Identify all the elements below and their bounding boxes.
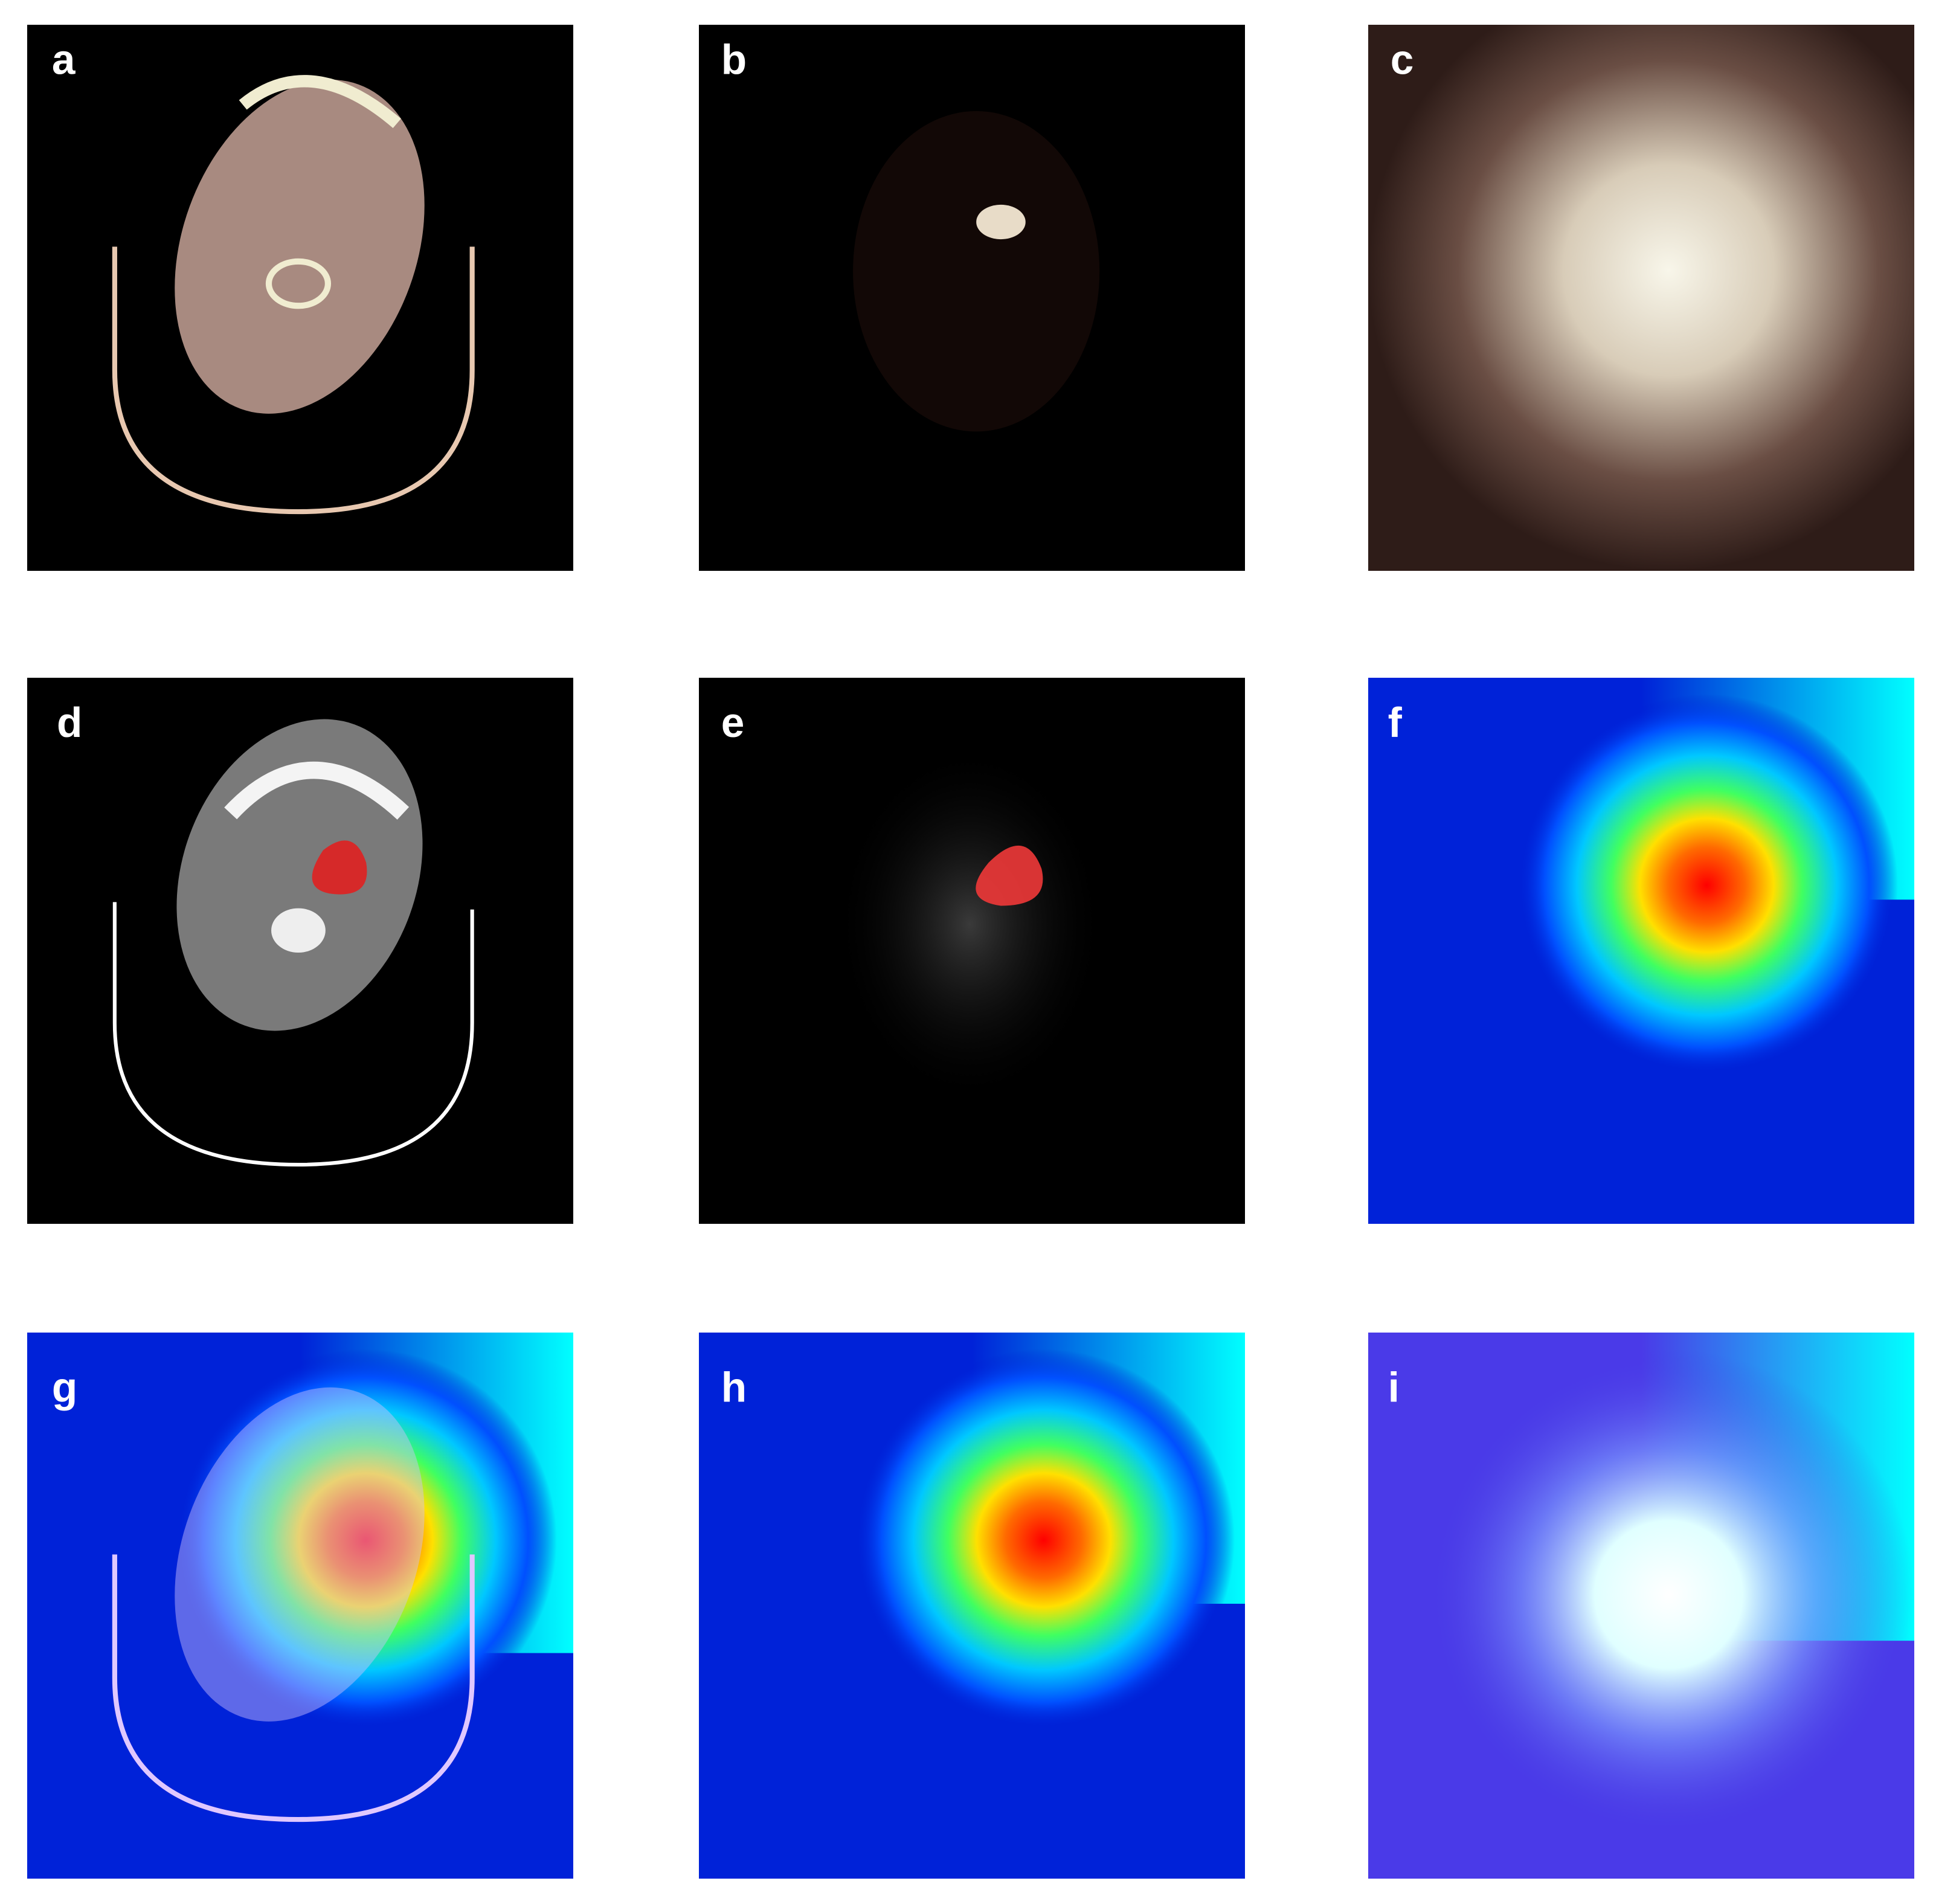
panel-label: d (57, 699, 82, 746)
panel-d: d (27, 678, 573, 1224)
panel-b: b (699, 25, 1245, 571)
panel-label: i (1388, 1363, 1400, 1410)
panel-label: f (1388, 699, 1403, 746)
panel-label: b (721, 36, 747, 83)
panel-label: g (52, 1363, 77, 1410)
panel-label: a (52, 36, 76, 83)
panel-g: g (27, 1333, 573, 1879)
panel-label: c (1391, 36, 1414, 83)
panel-a: a (27, 25, 573, 571)
panel-c: c (1368, 25, 1914, 571)
panel-i: i (1368, 1333, 1914, 1879)
panel-e: e (699, 678, 1245, 1224)
panel-f: f (1368, 678, 1914, 1224)
panel-label: e (721, 699, 745, 746)
panel-label: h (721, 1363, 747, 1410)
panel-h: h (699, 1333, 1245, 1879)
